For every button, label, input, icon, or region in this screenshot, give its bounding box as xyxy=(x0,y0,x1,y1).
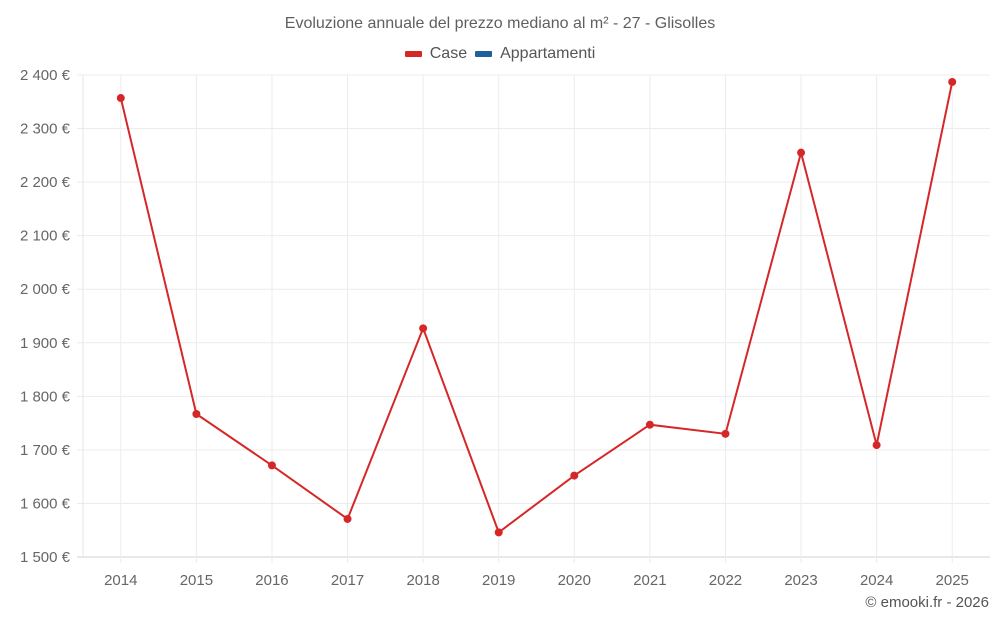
x-tick-label: 2015 xyxy=(180,572,213,589)
y-tick-label: 1 600 € xyxy=(20,495,71,512)
data-point[interactable] xyxy=(419,324,428,333)
y-tick-label: 2 300 € xyxy=(20,121,71,138)
x-tick-label: 2023 xyxy=(784,572,817,589)
legend-label-appartamenti: Appartamenti xyxy=(500,45,596,62)
case-swatch-icon xyxy=(404,51,422,57)
y-tick-label: 2 200 € xyxy=(20,174,71,191)
y-tick-label: 1 900 € xyxy=(20,335,71,352)
legend-label-case: Case xyxy=(429,45,468,62)
x-axis: 2014 2015 2016 2017 2018 2019 2020 2021 2022 2023… xyxy=(104,572,969,589)
y-tick-label: 1 500 € xyxy=(20,549,71,566)
x-tick-label: 2024 xyxy=(860,572,893,589)
data-point[interactable] xyxy=(721,429,730,438)
x-tick-label: 2017 xyxy=(331,572,364,589)
grid-lines xyxy=(77,74,990,563)
credit: © emooki.fr - 2026 xyxy=(865,594,989,611)
y-tick-label: 1 700 € xyxy=(20,442,71,459)
data-point[interactable] xyxy=(267,461,276,470)
x-tick-label: 2020 xyxy=(558,572,591,589)
x-tick-label: 2016 xyxy=(255,572,288,589)
data-point[interactable] xyxy=(948,77,957,86)
legend: Case Appartamenti xyxy=(0,45,1000,63)
data-point[interactable] xyxy=(645,420,654,429)
series-case xyxy=(116,77,957,537)
data-point[interactable] xyxy=(797,148,806,157)
x-tick-label: 2021 xyxy=(633,572,666,589)
legend-item-appartamenti[interactable]: Appartamenti xyxy=(475,45,595,63)
data-point[interactable] xyxy=(494,528,503,537)
chart-title: Evoluzione annuale del prezzo mediano al… xyxy=(284,15,716,32)
data-point[interactable] xyxy=(343,514,352,523)
appartamenti-swatch-icon xyxy=(475,51,493,57)
y-tick-label: 2 100 € xyxy=(20,228,71,245)
y-tick-label: 2 400 € xyxy=(20,67,71,84)
x-tick-label: 2022 xyxy=(709,572,742,589)
legend-item-case[interactable]: Case xyxy=(404,45,468,63)
y-axis: 1 500 € 1 600 € 1 700 € 1 800 € 1 900 € 2 000… xyxy=(20,67,71,566)
data-point[interactable] xyxy=(192,410,201,419)
data-point[interactable] xyxy=(116,94,125,103)
x-tick-label: 2018 xyxy=(406,572,439,589)
data-point[interactable] xyxy=(872,441,881,450)
data-point[interactable] xyxy=(570,471,579,480)
y-tick-label: 2 000 € xyxy=(20,281,71,298)
series-line xyxy=(119,81,954,534)
x-tick-label: 2019 xyxy=(482,572,515,589)
x-tick-label: 2014 xyxy=(104,572,137,589)
y-tick-label: 1 800 € xyxy=(20,388,71,405)
x-tick-label: 2025 xyxy=(936,572,969,589)
